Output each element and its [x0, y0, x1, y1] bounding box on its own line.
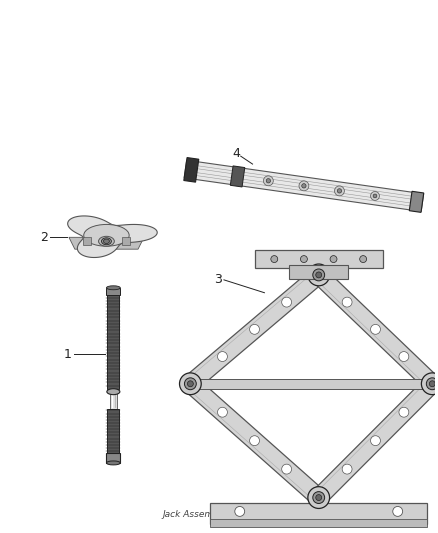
Bar — [289, 265, 348, 279]
Ellipse shape — [103, 239, 110, 244]
Circle shape — [330, 256, 337, 263]
Bar — [254, 250, 383, 268]
Circle shape — [266, 179, 271, 183]
Circle shape — [371, 325, 381, 334]
Ellipse shape — [102, 238, 111, 245]
Circle shape — [316, 495, 321, 500]
Circle shape — [263, 176, 273, 186]
Text: 2: 2 — [40, 231, 48, 244]
Ellipse shape — [106, 461, 120, 465]
Circle shape — [299, 181, 309, 191]
Circle shape — [282, 297, 292, 307]
Circle shape — [218, 352, 227, 361]
Circle shape — [308, 487, 329, 508]
Circle shape — [371, 435, 381, 446]
Circle shape — [250, 325, 259, 334]
Circle shape — [313, 491, 325, 504]
Bar — [83, 237, 91, 245]
Bar — [107, 295, 119, 389]
Circle shape — [282, 464, 292, 474]
Ellipse shape — [107, 389, 120, 394]
Circle shape — [399, 407, 409, 417]
Bar — [106, 453, 120, 463]
Circle shape — [421, 373, 438, 394]
Bar — [107, 408, 119, 453]
Text: 1: 1 — [64, 348, 72, 361]
Bar — [210, 519, 427, 527]
Ellipse shape — [84, 224, 129, 246]
Polygon shape — [184, 158, 199, 182]
Circle shape — [342, 464, 352, 474]
Circle shape — [337, 189, 342, 193]
Text: 4: 4 — [233, 147, 241, 160]
Circle shape — [180, 373, 201, 394]
Circle shape — [184, 378, 196, 390]
Ellipse shape — [99, 236, 114, 246]
Circle shape — [373, 194, 377, 198]
Circle shape — [360, 256, 367, 263]
Bar — [210, 503, 427, 524]
Polygon shape — [312, 377, 438, 504]
Circle shape — [187, 381, 193, 387]
Circle shape — [235, 506, 245, 516]
Text: 3: 3 — [214, 273, 222, 286]
Circle shape — [399, 352, 409, 361]
Circle shape — [426, 378, 438, 390]
Circle shape — [302, 184, 306, 188]
Text: Jack Assembly - Diagram: Jack Assembly - Diagram — [163, 510, 275, 519]
Circle shape — [313, 269, 325, 281]
Polygon shape — [69, 237, 144, 249]
Bar — [122, 237, 130, 245]
Circle shape — [335, 186, 344, 196]
Circle shape — [308, 264, 329, 286]
Polygon shape — [185, 268, 325, 391]
Bar — [106, 288, 120, 295]
Bar — [110, 389, 117, 408]
Polygon shape — [68, 216, 157, 257]
Ellipse shape — [106, 286, 120, 290]
Circle shape — [393, 506, 403, 516]
Polygon shape — [409, 191, 424, 212]
Circle shape — [218, 407, 227, 417]
Polygon shape — [230, 166, 245, 187]
Polygon shape — [184, 377, 325, 504]
Polygon shape — [313, 269, 438, 390]
Circle shape — [316, 272, 321, 278]
Circle shape — [271, 256, 278, 263]
Circle shape — [371, 191, 379, 200]
Polygon shape — [184, 160, 424, 212]
Circle shape — [342, 297, 352, 307]
Circle shape — [429, 381, 435, 387]
Circle shape — [300, 256, 307, 263]
Circle shape — [250, 435, 259, 446]
Bar — [195, 379, 427, 389]
